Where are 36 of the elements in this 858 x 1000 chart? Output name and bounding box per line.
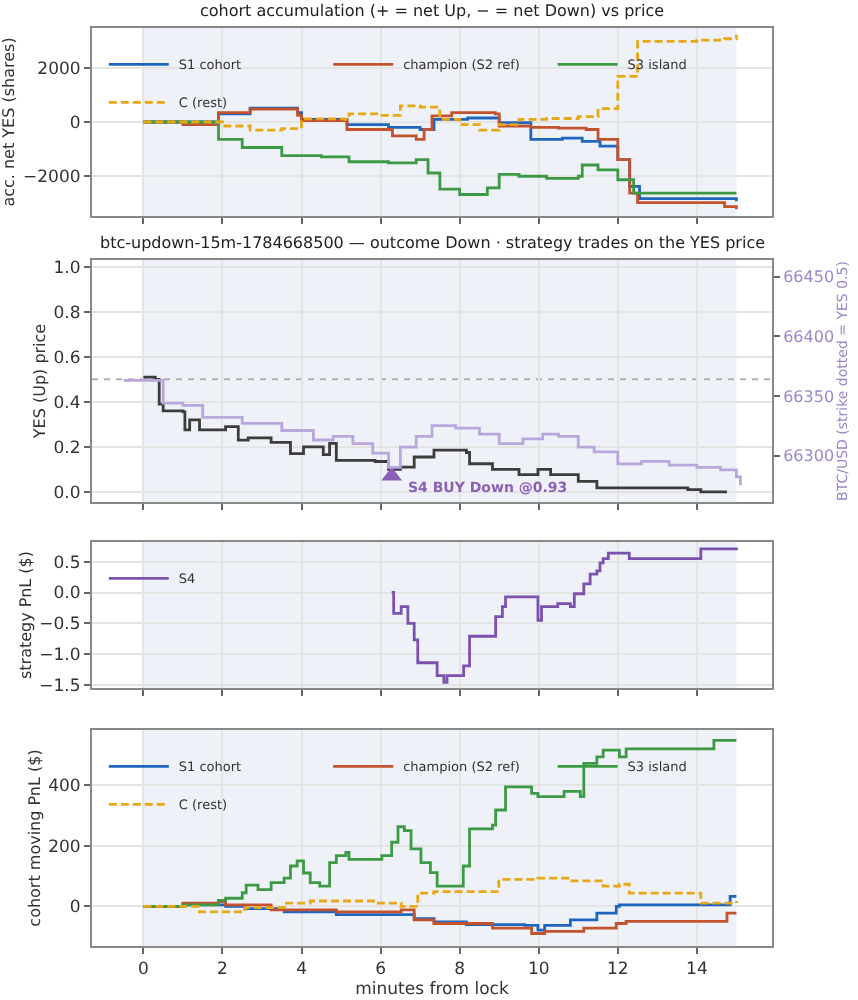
x-tick-label: 2: [217, 960, 228, 981]
chart-title: cohort accumulation (+ = net Up, − = net Down) vs price: [200, 2, 665, 20]
x-axis-title: minutes from lock: [355, 980, 509, 1000]
y-axis-title: strategy PnL ($): [16, 551, 35, 679]
y-tick-label: 1.0: [53, 258, 81, 279]
y-tick-label: −0.5: [39, 615, 81, 636]
chart-title: btc-updown-15m-1784668500 — outcome Down · strategy trades on the YES price: [100, 234, 766, 252]
y2-tick-label: 66300: [783, 447, 835, 466]
y-axis-title: YES (Up) price: [30, 323, 49, 441]
y-tick-label: 0.6: [53, 348, 81, 369]
x-tick-label: 12: [606, 960, 629, 981]
x-tick-label: 14: [686, 960, 708, 981]
y-tick-label: −1.0: [39, 646, 81, 667]
x-tick-label: 6: [375, 960, 387, 981]
y-tick-label: −1.5: [39, 676, 81, 697]
y2-tick-label: 66450: [783, 268, 835, 287]
y-tick-label: 0.4: [53, 393, 81, 414]
y-tick-label: 0.8: [53, 303, 81, 324]
y-tick-label: 400: [48, 776, 81, 797]
y-tick-label: 0.0: [53, 584, 81, 605]
y2-tick-label: 66400: [783, 327, 835, 346]
x-tick-label: 4: [296, 960, 307, 981]
y-tick-label: 0.2: [53, 438, 81, 459]
y-tick-label: 200: [48, 837, 81, 858]
y-tick-label: 2000: [37, 60, 81, 81]
y-tick-label: −2000: [23, 167, 81, 188]
y2-tick-label: 66350: [783, 387, 835, 406]
y-tick-label: 0: [69, 113, 81, 134]
y-tick-label: 0: [69, 898, 81, 919]
y-axis-title: cohort moving PnL ($): [25, 749, 44, 927]
y-axis-title: acc. net YES (shares): [0, 37, 19, 207]
y-tick-label: 0.0: [53, 483, 81, 504]
x-tick-label: 10: [527, 960, 550, 981]
y-tick-label: 0.5: [53, 553, 81, 574]
x-tick-label: 8: [454, 960, 466, 981]
x-tick-label: 0: [137, 960, 149, 981]
